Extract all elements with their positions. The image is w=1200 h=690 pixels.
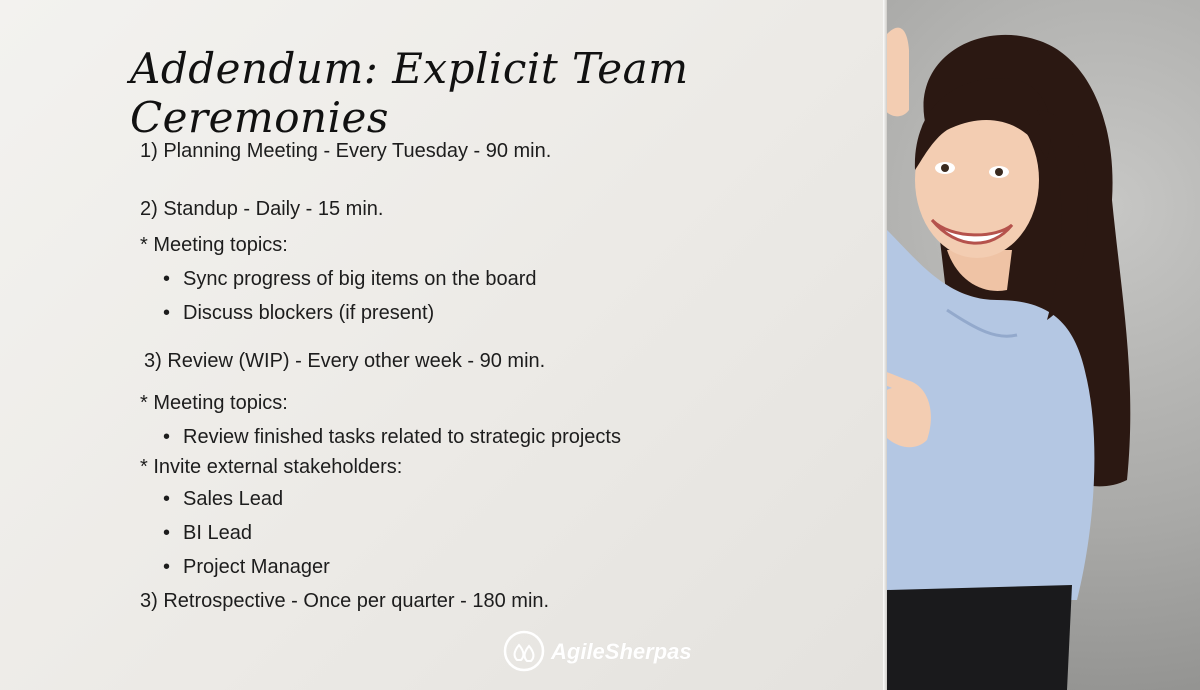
ceremony-retrospective: 3) Retrospective - Once per quarter - 18… [140, 590, 550, 612]
brand-name: AgileSherpas [551, 639, 692, 664]
list-item: Discuss blockers (if present) [163, 302, 434, 325]
woman-pointing-illustration [887, 27, 1131, 690]
review-topics-label: * Meeting topics: [140, 392, 288, 414]
drops-logo-icon [503, 630, 545, 672]
list-item: Sync progress of big items on the board [163, 268, 537, 291]
whiteboard [0, 0, 885, 690]
list-item: Review finished tasks related to strateg… [163, 426, 621, 449]
list-item: BI Lead [163, 522, 252, 545]
ceremony-review: 3) Review (WIP) - Every other week - 90 … [144, 350, 546, 372]
stakeholders-label: * Invite external stakeholders: [140, 456, 403, 478]
page-title: Addendum: Explicit Team Ceremonies [130, 44, 689, 142]
whiteboard-edge [883, 0, 887, 690]
photo-panel [887, 0, 1200, 690]
ceremony-planning: 1) Planning Meeting - Every Tuesday - 90… [140, 140, 552, 162]
standup-topics-label: * Meeting topics: [140, 234, 288, 256]
list-item: Project Manager [163, 556, 330, 579]
ceremony-standup: 2) Standup - Daily - 15 min. [140, 198, 384, 220]
list-item: Sales Lead [163, 488, 283, 511]
